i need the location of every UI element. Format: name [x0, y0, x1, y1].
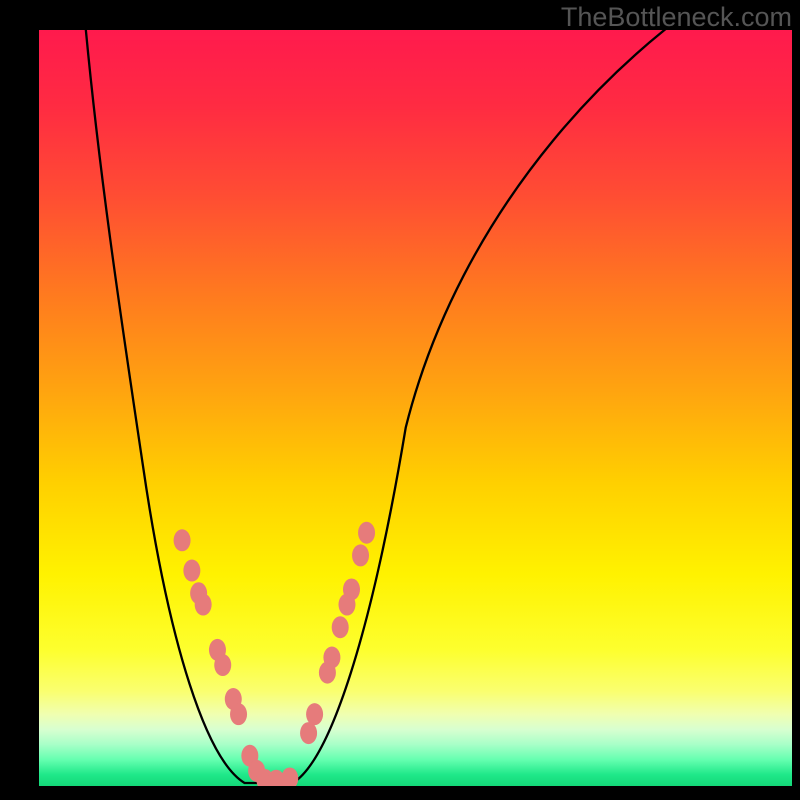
curve-marker	[174, 529, 191, 551]
curve-marker	[343, 578, 360, 600]
curve-marker	[358, 522, 375, 544]
watermark-text: TheBottleneck.com	[561, 2, 792, 33]
bottleneck-curve-chart	[39, 30, 792, 786]
gradient-background	[39, 30, 792, 786]
curve-marker	[195, 594, 212, 616]
curve-marker	[332, 616, 349, 638]
curve-marker	[300, 722, 317, 744]
curve-marker	[183, 560, 200, 582]
curve-marker	[352, 544, 369, 566]
curve-marker	[214, 654, 231, 676]
curve-marker	[306, 703, 323, 725]
curve-marker	[230, 703, 247, 725]
curve-marker	[323, 646, 340, 668]
chart-root: TheBottleneck.com	[0, 0, 800, 800]
